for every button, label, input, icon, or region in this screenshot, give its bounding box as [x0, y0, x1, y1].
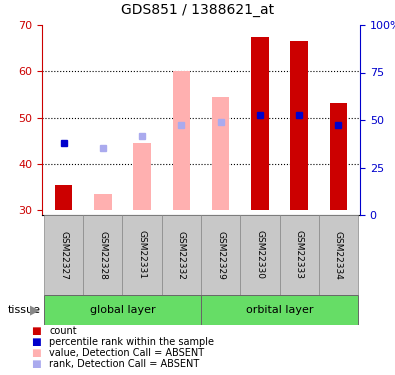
Text: ■: ■ [31, 348, 40, 358]
Text: count: count [49, 326, 77, 336]
Bar [240, 215, 280, 295]
Text: orbital layer: orbital layer [246, 305, 313, 315]
Bar [55, 185, 72, 210]
Bar [94, 194, 112, 210]
Bar [44, 295, 201, 325]
Bar [319, 215, 358, 295]
Bar [133, 143, 151, 210]
Text: GSM22332: GSM22332 [177, 231, 186, 279]
Bar [201, 295, 358, 325]
Bar [212, 97, 229, 210]
Bar [280, 215, 319, 295]
Text: GSM22330: GSM22330 [256, 231, 264, 279]
Text: GSM22334: GSM22334 [334, 231, 343, 279]
Text: GSM22333: GSM22333 [295, 231, 304, 279]
Text: tissue: tissue [8, 305, 41, 315]
Bar [201, 215, 240, 295]
Text: global layer: global layer [90, 305, 155, 315]
Text: rank, Detection Call = ABSENT: rank, Detection Call = ABSENT [49, 359, 199, 369]
Text: GSM22327: GSM22327 [59, 231, 68, 279]
Bar [44, 215, 83, 295]
Bar [162, 215, 201, 295]
Text: percentile rank within the sample: percentile rank within the sample [49, 337, 214, 347]
Text: GSM22329: GSM22329 [216, 231, 225, 279]
Text: ■: ■ [31, 326, 40, 336]
Text: value, Detection Call = ABSENT: value, Detection Call = ABSENT [49, 348, 205, 358]
Text: ▶: ▶ [30, 303, 39, 316]
Text: ■: ■ [31, 337, 40, 347]
Text: GSM22331: GSM22331 [137, 231, 147, 279]
Text: GDS851 / 1388621_at: GDS851 / 1388621_at [121, 3, 274, 17]
Bar [329, 103, 347, 210]
Text: ■: ■ [31, 359, 40, 369]
Bar [122, 215, 162, 295]
Bar [251, 37, 269, 210]
Bar [290, 41, 308, 210]
Bar [173, 71, 190, 210]
Bar [83, 215, 122, 295]
Text: GSM22328: GSM22328 [98, 231, 107, 279]
